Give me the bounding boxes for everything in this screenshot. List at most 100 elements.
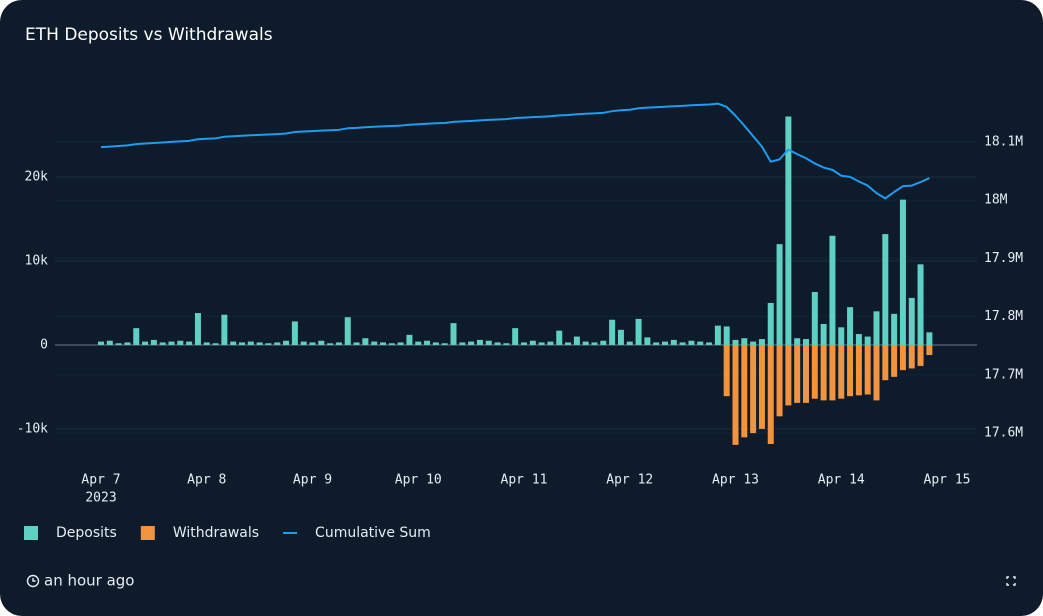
y2-tick-label: 17.8M: [984, 309, 1023, 324]
bar: [380, 342, 386, 345]
bar: [767, 344, 774, 445]
bar: [670, 339, 677, 345]
y2-tick-label: 18M: [984, 193, 1008, 208]
x-tick-label: Apr 13: [712, 473, 759, 488]
bar: [899, 199, 906, 345]
bar: [750, 341, 757, 345]
bar: [864, 344, 871, 395]
bar: [847, 344, 854, 397]
bar: [115, 343, 122, 345]
bar: [556, 330, 563, 345]
bar: [133, 328, 140, 345]
bar: [406, 334, 413, 345]
bar: [318, 340, 325, 345]
bar: [714, 325, 721, 345]
bar: [397, 342, 404, 345]
bar: [767, 302, 774, 345]
bar: [864, 336, 871, 345]
bar: [609, 319, 616, 345]
bar: [758, 339, 765, 345]
bar: [565, 342, 572, 345]
legend-swatch: [140, 526, 155, 540]
bar: [794, 344, 801, 403]
bar: [732, 344, 739, 445]
bar: [644, 337, 651, 345]
bar: [917, 264, 924, 345]
bar: [732, 339, 739, 345]
bar: [829, 344, 836, 401]
bar: [847, 307, 854, 345]
bar: [503, 343, 510, 345]
bar: [186, 341, 193, 345]
bar: [177, 340, 184, 345]
y2-tick-label: 17.7M: [984, 367, 1023, 382]
bar: [785, 116, 792, 345]
bar: [362, 338, 369, 345]
bar: [899, 344, 906, 371]
bar: [688, 340, 695, 345]
bar: [371, 341, 378, 345]
y2-tick-label: 18.1M: [984, 134, 1023, 149]
bar: [723, 326, 730, 345]
bar: [917, 344, 924, 366]
updated-time: an hour ago: [44, 572, 134, 590]
bar: [635, 318, 642, 345]
bar: [741, 338, 748, 345]
bar: [891, 313, 898, 345]
bar: [309, 342, 316, 345]
bar: [98, 341, 104, 345]
bar: [424, 340, 431, 345]
bar: [785, 344, 792, 406]
bar: [441, 343, 448, 345]
bar: [776, 344, 783, 417]
x-tick-label: Apr 7: [81, 473, 120, 488]
legend-swatch: [24, 526, 38, 540]
bar: [926, 332, 933, 345]
bar: [820, 323, 827, 345]
bar: [908, 344, 915, 369]
bar: [388, 343, 395, 345]
bar: [353, 342, 360, 345]
bar: [212, 343, 219, 345]
bar: [855, 334, 862, 345]
bar: [882, 344, 889, 381]
bar: [776, 244, 783, 345]
bar: [908, 297, 915, 345]
bar: [591, 342, 598, 345]
bar: [820, 344, 827, 401]
bar: [706, 342, 713, 345]
bar: [662, 341, 668, 345]
bar: [283, 340, 290, 345]
bar: [626, 341, 633, 345]
bar: [150, 339, 157, 345]
bar: [142, 341, 149, 345]
bar: [529, 340, 536, 345]
bar: [124, 342, 131, 345]
bar: [247, 341, 254, 345]
bar: [873, 344, 880, 401]
bar: [291, 321, 298, 345]
bar: [494, 342, 501, 345]
x-tick-label: Apr 14: [818, 473, 865, 488]
bar: [159, 342, 166, 345]
y-tick-label: 10k: [25, 253, 49, 268]
bar: [521, 342, 527, 345]
bar: [882, 234, 889, 345]
bar: [106, 340, 113, 345]
bar: [459, 342, 466, 345]
bar: [221, 314, 228, 345]
y-tick-label: 0: [40, 337, 48, 352]
bar: [203, 342, 210, 345]
bar: [926, 344, 933, 356]
bar: [547, 341, 554, 345]
legend-label: Deposits: [56, 525, 117, 541]
fullscreen-icon[interactable]: [1006, 576, 1016, 586]
bar: [794, 338, 801, 345]
bar: [679, 342, 686, 345]
y-tick-label: 20k: [25, 169, 49, 184]
legend-label: Cumulative Sum: [315, 525, 431, 541]
x-tick-label: Apr 10: [395, 473, 442, 488]
bar: [485, 340, 492, 345]
bar: [239, 342, 245, 345]
